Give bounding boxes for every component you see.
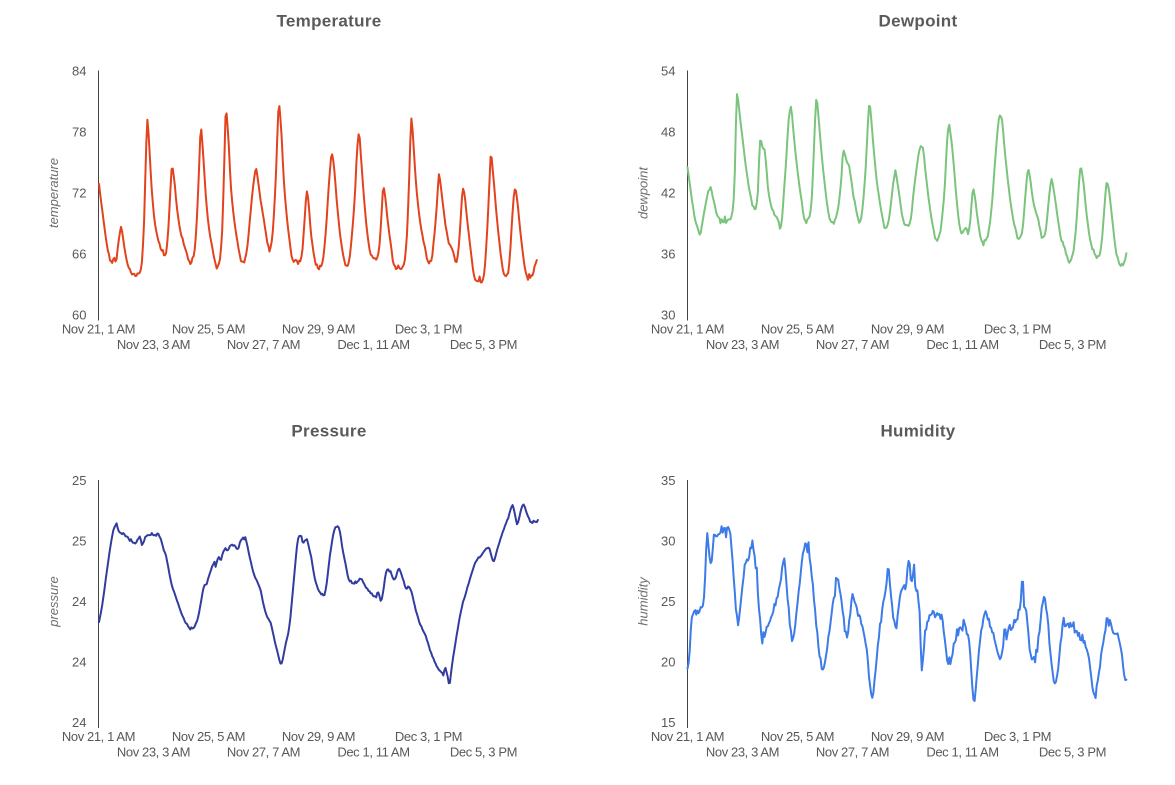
svg-text:35: 35 — [661, 473, 675, 488]
svg-text:temperature: temperature — [46, 158, 61, 228]
svg-text:Nov 29, 9 AM: Nov 29, 9 AM — [871, 322, 944, 337]
svg-text:Nov 21, 1 AM: Nov 21, 1 AM — [62, 322, 135, 337]
svg-text:20: 20 — [661, 655, 675, 670]
svg-text:Nov 21, 1 AM: Nov 21, 1 AM — [651, 729, 724, 744]
svg-text:Dec 3, 1 PM: Dec 3, 1 PM — [984, 322, 1051, 337]
svg-text:24: 24 — [72, 715, 86, 730]
svg-text:Nov 29, 9 AM: Nov 29, 9 AM — [871, 729, 944, 744]
svg-text:25: 25 — [661, 594, 675, 609]
svg-text:Dec 5, 3 PM: Dec 5, 3 PM — [450, 337, 517, 352]
svg-text:Dec 1, 11 AM: Dec 1, 11 AM — [337, 744, 409, 759]
svg-text:Nov 29, 9 AM: Nov 29, 9 AM — [282, 729, 355, 744]
svg-text:Temperature: Temperature — [276, 12, 381, 31]
svg-text:Nov 25, 5 AM: Nov 25, 5 AM — [172, 729, 245, 744]
svg-text:60: 60 — [72, 308, 86, 323]
svg-text:Nov 27, 7 AM: Nov 27, 7 AM — [227, 744, 300, 759]
svg-text:Dec 1, 11 AM: Dec 1, 11 AM — [337, 337, 409, 352]
svg-text:66: 66 — [72, 247, 86, 262]
svg-text:Nov 21, 1 AM: Nov 21, 1 AM — [62, 729, 135, 744]
svg-text:30: 30 — [661, 534, 675, 549]
svg-text:Dec 5, 3 PM: Dec 5, 3 PM — [1039, 744, 1106, 759]
svg-text:15: 15 — [661, 715, 675, 730]
svg-text:Nov 23, 3 AM: Nov 23, 3 AM — [117, 337, 190, 352]
svg-text:Dewpoint: Dewpoint — [879, 12, 958, 31]
svg-text:Nov 27, 7 AM: Nov 27, 7 AM — [227, 337, 300, 352]
svg-text:Nov 25, 5 AM: Nov 25, 5 AM — [761, 729, 834, 744]
svg-text:78: 78 — [72, 125, 86, 140]
svg-text:Nov 21, 1 AM: Nov 21, 1 AM — [651, 322, 724, 337]
svg-text:Pressure: Pressure — [291, 422, 366, 441]
svg-text:36: 36 — [661, 247, 675, 262]
svg-text:72: 72 — [72, 186, 86, 201]
svg-text:Nov 23, 3 AM: Nov 23, 3 AM — [706, 744, 779, 759]
svg-text:Nov 27, 7 AM: Nov 27, 7 AM — [816, 744, 889, 759]
svg-text:Dec 3, 1 PM: Dec 3, 1 PM — [395, 729, 462, 744]
svg-text:Humidity: Humidity — [880, 422, 955, 441]
svg-text:Dec 3, 1 PM: Dec 3, 1 PM — [984, 729, 1051, 744]
svg-text:24: 24 — [72, 594, 86, 609]
svg-text:Nov 23, 3 AM: Nov 23, 3 AM — [706, 337, 779, 352]
svg-text:Dec 1, 11 AM: Dec 1, 11 AM — [926, 744, 998, 759]
svg-text:Nov 27, 7 AM: Nov 27, 7 AM — [816, 337, 889, 352]
svg-text:Nov 29, 9 AM: Nov 29, 9 AM — [282, 322, 355, 337]
svg-text:humidity: humidity — [636, 576, 651, 626]
svg-text:54: 54 — [661, 64, 675, 79]
svg-text:Nov 23, 3 AM: Nov 23, 3 AM — [117, 744, 190, 759]
svg-text:Dec 5, 3 PM: Dec 5, 3 PM — [1039, 337, 1106, 352]
svg-text:30: 30 — [661, 308, 675, 323]
svg-text:42: 42 — [661, 186, 675, 201]
svg-text:25: 25 — [72, 473, 86, 488]
svg-text:24: 24 — [72, 655, 86, 670]
svg-text:Dec 3, 1 PM: Dec 3, 1 PM — [395, 322, 462, 337]
svg-text:dewpoint: dewpoint — [636, 166, 651, 219]
svg-text:pressure: pressure — [46, 576, 61, 628]
svg-text:25: 25 — [72, 534, 86, 549]
svg-text:Dec 1, 11 AM: Dec 1, 11 AM — [926, 337, 998, 352]
svg-text:84: 84 — [72, 64, 86, 79]
svg-text:48: 48 — [661, 125, 675, 140]
svg-text:Nov 25, 5 AM: Nov 25, 5 AM — [761, 322, 834, 337]
svg-text:Dec 5, 3 PM: Dec 5, 3 PM — [450, 744, 517, 759]
svg-text:Nov 25, 5 AM: Nov 25, 5 AM — [172, 322, 245, 337]
